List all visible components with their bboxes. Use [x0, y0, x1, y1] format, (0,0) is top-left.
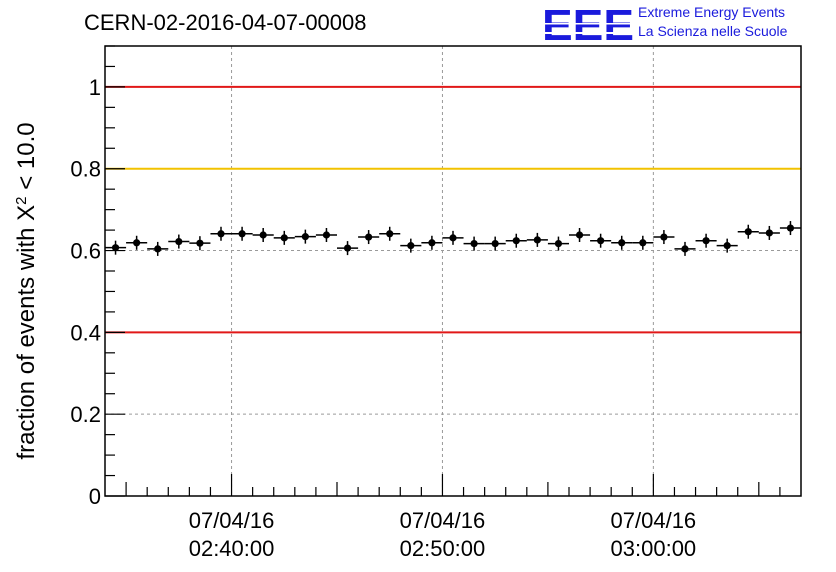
point-marker	[660, 233, 668, 241]
point-marker	[597, 237, 605, 245]
y-axis-title: fraction of events with X2 < 10.0	[13, 122, 41, 459]
data-point	[547, 236, 569, 251]
point-marker	[343, 244, 352, 252]
point-marker	[386, 230, 394, 238]
point-marker	[280, 234, 288, 242]
data-point	[569, 228, 591, 242]
point-marker	[723, 242, 731, 250]
data-point	[231, 226, 253, 241]
eee-logo-caption: Extreme Energy Events La Scienza nelle S…	[638, 3, 787, 41]
data-point	[315, 228, 337, 242]
data-point	[168, 234, 190, 249]
data-point	[674, 241, 696, 256]
data-point	[442, 230, 464, 245]
x-tick-label-time: 02:50:00	[400, 536, 486, 561]
data-point	[526, 232, 548, 247]
point-marker	[196, 239, 204, 247]
point-marker	[217, 230, 225, 238]
data-point	[463, 236, 485, 251]
reference-lines	[105, 85, 801, 334]
data-point	[400, 238, 422, 253]
y-tick-label: 1	[89, 75, 101, 100]
point-marker	[681, 245, 689, 253]
x-tick-label-date: 07/04/16	[611, 508, 697, 533]
axis-ticks: 07/04/16 02:40:00 07/04/16 02:50:00 07/04/16…	[70, 45, 781, 561]
y-tick-label: 0.6	[70, 239, 101, 264]
data-point	[337, 241, 359, 256]
point-marker	[702, 237, 710, 245]
data-point	[147, 241, 169, 256]
data-point	[758, 225, 780, 240]
point-marker	[449, 234, 457, 242]
data-point	[611, 235, 633, 250]
point-marker	[512, 237, 520, 245]
point-marker	[470, 239, 478, 248]
point-marker	[175, 237, 183, 246]
data-point	[210, 226, 232, 241]
point-marker	[744, 228, 752, 236]
point-marker	[407, 242, 415, 250]
point-marker	[133, 239, 141, 247]
point-marker	[765, 229, 773, 237]
data-point	[695, 233, 717, 248]
y-axis-label: fraction of events with X2 < 10.0	[13, 122, 41, 459]
y-axis-title-prefix: fraction of events with	[13, 221, 40, 460]
data-point	[294, 229, 316, 244]
y-tick-label: 0.8	[70, 157, 101, 182]
data-point	[716, 238, 738, 253]
logo-line-1: Extreme Energy Events	[638, 4, 786, 20]
data-point	[421, 235, 443, 250]
y-axis-title-suffix: < 10.0	[13, 122, 40, 196]
point-marker	[301, 233, 309, 241]
y-tick-label: 0	[89, 484, 101, 509]
data-point	[737, 224, 759, 239]
point-marker	[618, 239, 626, 247]
y-axis-title-sup: 2	[13, 196, 30, 204]
point-marker	[154, 245, 162, 253]
point-marker	[491, 239, 499, 248]
x-tick-label-time: 03:00:00	[611, 536, 697, 561]
data-point	[484, 236, 506, 251]
data-point	[653, 230, 675, 245]
x-tick-label-date: 07/04/16	[400, 508, 486, 533]
data-point	[358, 230, 380, 245]
data-point	[273, 230, 295, 245]
point-marker	[554, 239, 563, 248]
x-tick-label-date: 07/04/16	[189, 508, 275, 533]
data-point	[779, 221, 801, 236]
eee-logo: EEE	[540, 2, 636, 46]
data-point	[590, 233, 612, 248]
point-marker	[428, 239, 436, 247]
data-point	[126, 235, 148, 250]
x-tick-label-time: 02:40:00	[189, 536, 275, 561]
point-marker	[111, 244, 120, 252]
plot-frame	[104, 45, 802, 497]
y-axis-title-chi: X	[13, 205, 40, 221]
point-marker	[533, 236, 541, 244]
data-point	[252, 228, 274, 242]
point-marker	[365, 233, 373, 241]
point-marker	[238, 230, 246, 238]
point-marker	[322, 231, 331, 239]
point-marker	[575, 231, 584, 239]
data-points	[105, 221, 801, 256]
grid	[105, 46, 801, 496]
point-marker	[786, 224, 795, 232]
data-point	[379, 226, 401, 241]
data-point	[189, 236, 211, 251]
run-title: CERN-02-2016-04-07-00008	[84, 10, 367, 35]
data-point	[505, 233, 527, 248]
data-point	[105, 240, 127, 255]
logo-line-2: La Scienza nelle Scuole	[638, 23, 788, 39]
point-marker	[259, 231, 267, 239]
y-tick-label: 0.2	[70, 402, 101, 427]
point-marker	[639, 239, 647, 247]
data-point	[632, 235, 654, 250]
y-tick-label: 0.4	[70, 320, 101, 345]
